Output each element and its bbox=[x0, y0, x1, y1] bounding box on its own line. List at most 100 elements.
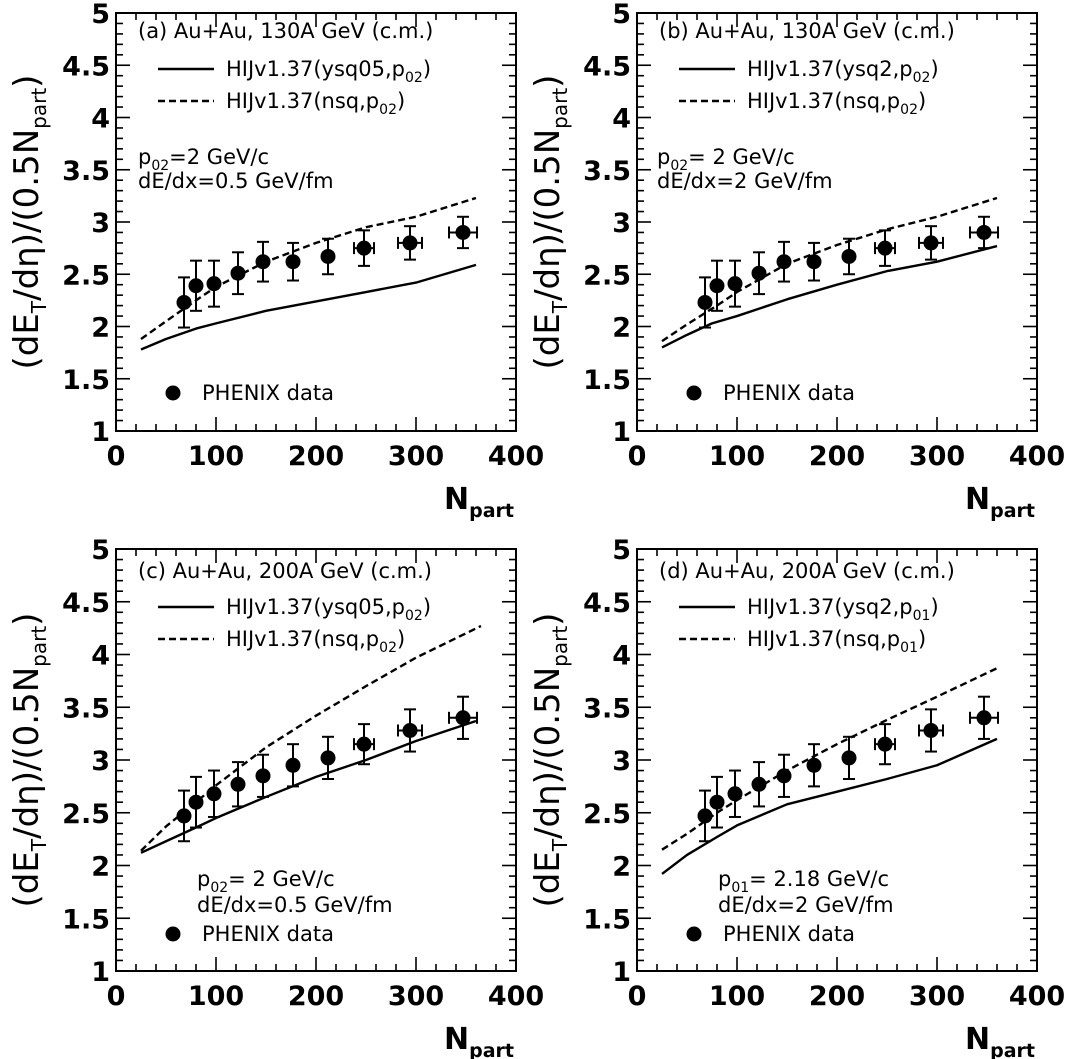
y-tick-label: 3.5 bbox=[62, 156, 110, 187]
data-point bbox=[709, 794, 725, 810]
data-point bbox=[877, 736, 893, 752]
data-point bbox=[176, 808, 192, 824]
annotation: dE/dx=2 GeV/fm bbox=[718, 893, 894, 917]
chart-panel-d: 0 100 200 300 400 1 1.5 2 2.5 3 3.5 4 4.5 5 Npart (dET/… bbox=[528, 535, 1065, 1059]
data-point bbox=[320, 248, 336, 264]
data-point bbox=[255, 254, 271, 270]
legend-label-solid: HIJv1.37(ysq2,p01) bbox=[747, 595, 939, 624]
y-tick-label: 4 bbox=[91, 641, 110, 672]
y-tick-label: 1 bbox=[91, 417, 110, 448]
x-tick-label: 200 bbox=[288, 441, 344, 472]
legend-label-phenix: PHENIX data bbox=[202, 922, 334, 946]
annotation: p01= 2.18 GeV/c bbox=[718, 867, 889, 896]
y-tick-label: 3 bbox=[91, 208, 110, 239]
x-tick-label: 100 bbox=[709, 981, 765, 1012]
series-line-dashed bbox=[661, 196, 998, 343]
panel-title: (a) Au+Au, 130A GeV (c.m.) bbox=[138, 19, 433, 43]
x-tick-label: 0 bbox=[107, 981, 126, 1012]
x-tick-label: 400 bbox=[1009, 981, 1065, 1012]
panel-title: (b) Au+Au, 130A GeV (c.m.) bbox=[659, 19, 955, 43]
data-point bbox=[402, 235, 418, 251]
y-tick-label: 1 bbox=[612, 957, 631, 988]
legend-label-dashed: HIJv1.37(nsq,p02) bbox=[226, 627, 405, 656]
chart-panel-c: 0 100 200 300 400 1 1.5 2 2.5 3 3.5 4 4.5 5 Npart (dET/… bbox=[7, 535, 544, 1059]
x-tick-label: 100 bbox=[709, 441, 765, 472]
y-tick-label: 3 bbox=[91, 746, 110, 777]
data-point bbox=[923, 235, 939, 251]
data-point bbox=[206, 276, 222, 292]
y-tick-label: 2.5 bbox=[583, 799, 631, 830]
data-point bbox=[751, 776, 767, 792]
data-point bbox=[776, 768, 792, 784]
data-point bbox=[255, 768, 271, 784]
y-tick-label: 4 bbox=[91, 104, 110, 135]
data-point bbox=[455, 224, 471, 240]
y-tick-label: 1 bbox=[612, 417, 631, 448]
data-point bbox=[709, 278, 725, 294]
data-point bbox=[841, 248, 857, 264]
y-tick-label: 2.5 bbox=[583, 260, 631, 291]
data-point bbox=[206, 786, 222, 802]
x-tick-label: 300 bbox=[388, 981, 444, 1012]
x-tick-label: 300 bbox=[909, 441, 965, 472]
y-tick-label: 3.5 bbox=[62, 693, 110, 724]
annotation: p02= 2 GeV/c bbox=[657, 145, 795, 174]
legend-label-dashed: HIJv1.37(nsq,p02) bbox=[747, 89, 926, 118]
y-tick-label: 5 bbox=[91, 0, 110, 30]
y-tick-label: 3.5 bbox=[583, 156, 631, 187]
series-line-solid bbox=[661, 737, 998, 875]
data-point bbox=[697, 294, 713, 310]
panel-title: (c) Au+Au, 200A GeV (c.m.) bbox=[138, 559, 432, 583]
y-tick-label: 3 bbox=[612, 746, 631, 777]
x-tick-label: 200 bbox=[288, 981, 344, 1012]
annotation: dE/dx=2 GeV/fm bbox=[657, 169, 833, 193]
legend-label-phenix: PHENIX data bbox=[202, 381, 334, 405]
y-tick-label: 4.5 bbox=[583, 588, 631, 619]
x-axis-label: Npart bbox=[965, 1022, 1035, 1059]
legend-label-dashed: HIJv1.37(nsq,p02) bbox=[226, 89, 405, 118]
x-tick-label: 300 bbox=[909, 981, 965, 1012]
y-axis-label: (dET/dη)/(0.5Npart) bbox=[528, 613, 572, 908]
annotation: p02= 2 GeV/c bbox=[197, 867, 335, 896]
y-tick-label: 2.5 bbox=[62, 799, 110, 830]
y-tick-label: 4.5 bbox=[583, 51, 631, 82]
series-line-dashed bbox=[140, 196, 477, 341]
legend-label-phenix: PHENIX data bbox=[723, 922, 855, 946]
data-point bbox=[697, 808, 713, 824]
y-axis-label: (dET/dη)/(0.5Npart) bbox=[7, 75, 51, 370]
x-tick-label: 200 bbox=[809, 441, 865, 472]
series-line-dashed bbox=[140, 624, 482, 852]
data-point bbox=[727, 276, 743, 292]
annotation: dE/dx=0.5 GeV/fm bbox=[197, 893, 393, 917]
data-point bbox=[356, 736, 372, 752]
y-tick-label: 1.5 bbox=[62, 904, 110, 935]
data-point bbox=[188, 794, 204, 810]
data-point bbox=[806, 757, 822, 773]
y-tick-label: 5 bbox=[612, 535, 631, 566]
chart-panel-a: 0 100 200 300 400 1 1.5 2 2.5 3 3.5 4 4.5 5 Npart (dET/… bbox=[7, 0, 544, 522]
x-tick-label: 100 bbox=[188, 441, 244, 472]
legend-marker-phenix bbox=[165, 385, 181, 401]
data-point bbox=[320, 750, 336, 766]
y-tick-label: 1.5 bbox=[583, 904, 631, 935]
data-point bbox=[285, 757, 301, 773]
y-tick-label: 1.5 bbox=[62, 365, 110, 396]
data-point bbox=[230, 265, 246, 281]
data-point bbox=[806, 254, 822, 270]
data-point bbox=[751, 265, 767, 281]
x-axis-label: Npart bbox=[444, 1022, 514, 1059]
y-tick-label: 4 bbox=[612, 641, 631, 672]
annotation: dE/dx=0.5 GeV/fm bbox=[138, 169, 334, 193]
y-tick-label: 3 bbox=[612, 208, 631, 239]
legend-marker-phenix bbox=[686, 926, 702, 942]
series-line-solid bbox=[140, 719, 477, 854]
data-point bbox=[923, 722, 939, 738]
legend-label-dashed: HIJv1.37(nsq,p01) bbox=[747, 627, 926, 656]
y-tick-label: 1.5 bbox=[583, 365, 631, 396]
x-tick-label: 100 bbox=[188, 981, 244, 1012]
y-tick-label: 2.5 bbox=[62, 260, 110, 291]
data-point bbox=[976, 710, 992, 726]
series-line-dashed bbox=[661, 667, 998, 851]
y-tick-label: 2 bbox=[91, 852, 110, 883]
